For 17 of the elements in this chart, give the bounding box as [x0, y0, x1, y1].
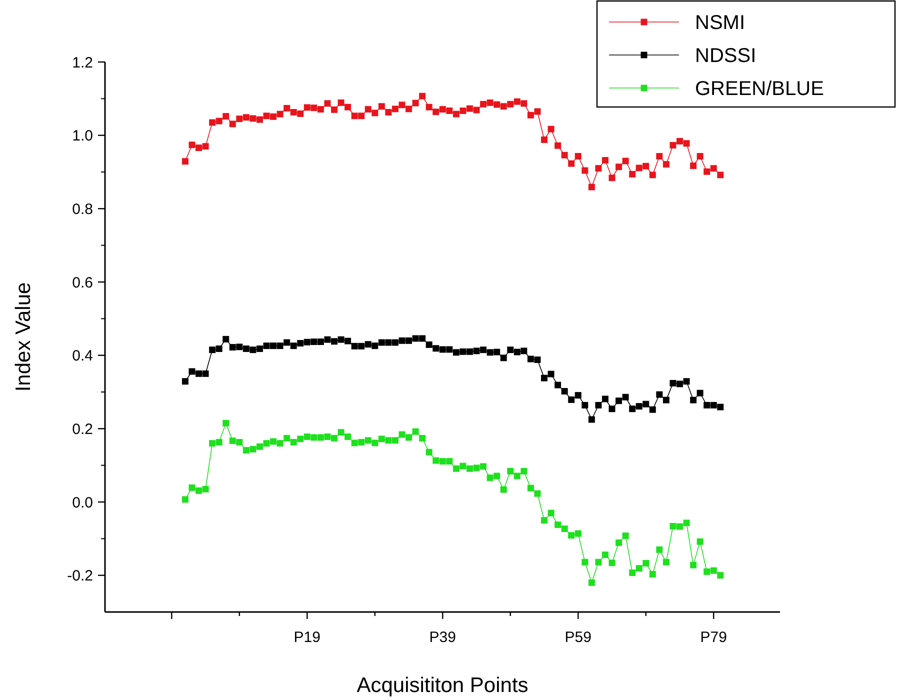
legend-label: NDSSI — [695, 45, 756, 67]
legend-label: NSMI — [695, 12, 745, 34]
x-tick-label: P79 — [700, 629, 727, 646]
y-tick-label: -0.2 — [67, 568, 93, 585]
y-axis-title: Index Value — [12, 282, 35, 392]
x-tick-label: P19 — [294, 629, 320, 646]
x-tick-label: P39 — [429, 629, 456, 646]
y-tick-label: 1.0 — [72, 128, 93, 145]
x-tick-label: P59 — [564, 629, 592, 646]
legend-label: GREEN/BLUE — [695, 78, 824, 100]
y-tick-label: 0.6 — [72, 274, 93, 292]
y-tick-label: 1.2 — [72, 54, 93, 72]
y-tick-label: 0.4 — [72, 348, 93, 365]
y-tick-label: 0.8 — [72, 200, 93, 218]
x-axis-title: Acquisititon Points — [356, 674, 528, 697]
y-tick-label: 0.2 — [72, 420, 93, 438]
y-tick-label: 0.0 — [72, 494, 93, 512]
